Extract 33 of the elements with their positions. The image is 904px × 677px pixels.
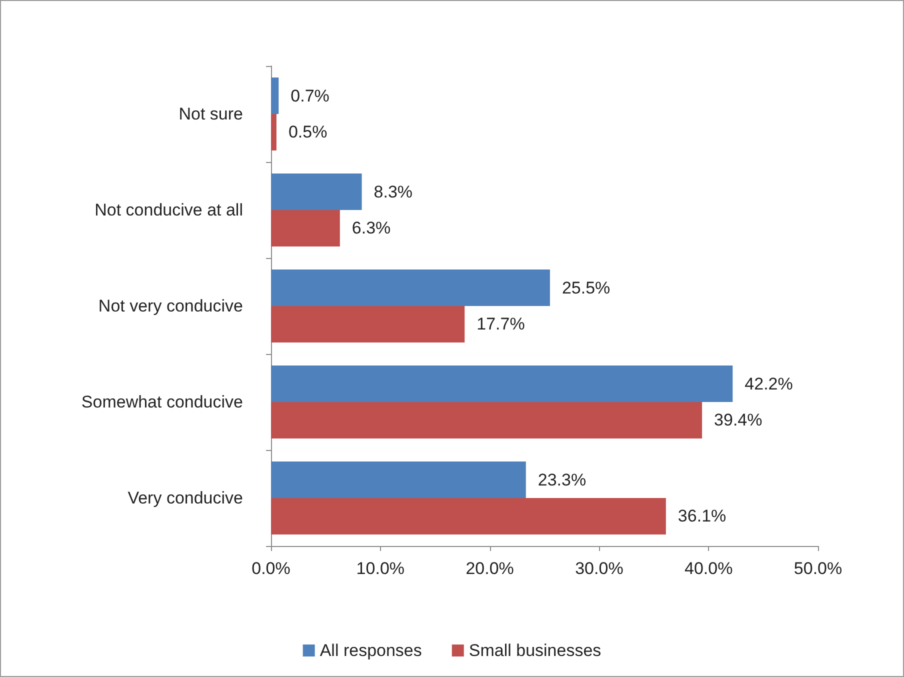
data-label: 0.5% [288, 122, 328, 142]
bar [271, 366, 733, 402]
data-label: 39.4% [714, 410, 762, 430]
bar [271, 210, 340, 246]
x-tick-label: 10.0% [356, 559, 404, 578]
y-tick-label: Somewhat conducive [81, 392, 243, 412]
bar [271, 462, 526, 498]
data-label: 17.7% [476, 314, 525, 334]
data-label: 0.7% [290, 86, 330, 106]
data-label: 23.3% [538, 470, 586, 490]
bar [271, 306, 465, 342]
bar [271, 114, 276, 150]
y-tick-label: Not very conducive [98, 296, 243, 316]
x-tick-label: 0.0% [252, 559, 290, 578]
data-label: 42.2% [744, 374, 793, 394]
y-tick-label: Very conducive [128, 488, 243, 508]
legend-label: All responses [320, 641, 422, 660]
data-label: 36.1% [678, 506, 726, 526]
data-label: 6.3% [352, 218, 391, 238]
bar [271, 270, 550, 306]
x-tick-label: 40.0% [684, 559, 733, 578]
bar [271, 498, 666, 534]
y-tick-label: Not sure [178, 104, 243, 124]
x-tick-label: 30.0% [575, 559, 624, 578]
bar [271, 402, 702, 438]
data-label: 8.3% [374, 182, 413, 202]
x-tick-label: 20.0% [466, 559, 514, 578]
bar [271, 78, 279, 114]
data-label: 25.5% [562, 278, 610, 298]
y-tick-label: Not conducive at all [94, 200, 243, 220]
legend-label: Small businesses [468, 641, 602, 660]
x-tick-label: 50.0% [794, 559, 842, 578]
bar [271, 174, 362, 210]
